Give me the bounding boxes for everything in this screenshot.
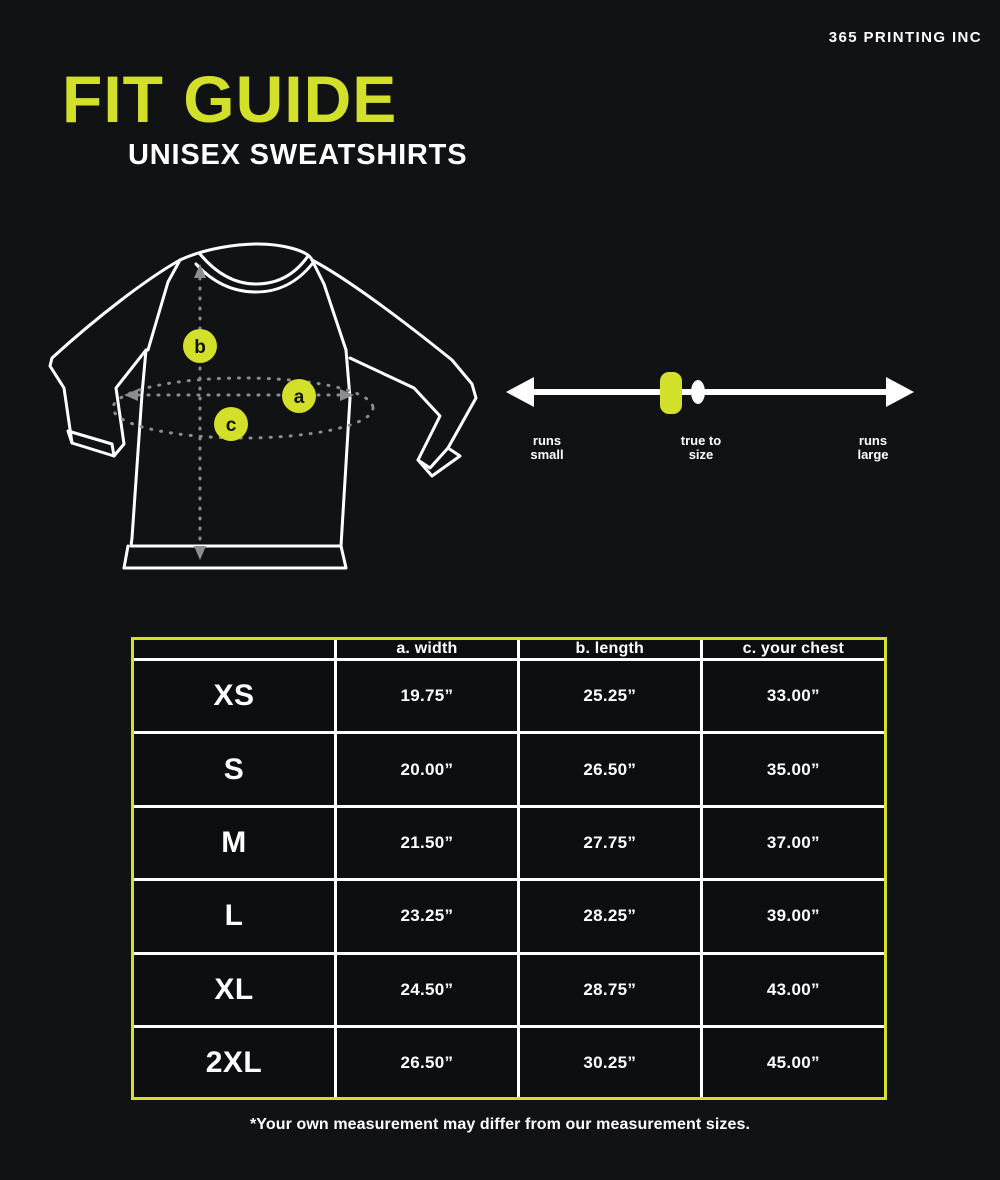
fit-indicator[interactable] [660, 372, 682, 414]
brand-name: 365 PRINTING INC [828, 29, 982, 46]
size-chart-table: a. width b. length c. your chest XS 19.7… [134, 640, 884, 1097]
column-header-chest: c. your chest [701, 640, 884, 661]
table-row: XS 19.75” 25.25” 33.00” [134, 659, 884, 735]
fit-scale: runs small true to size runs large [500, 362, 920, 472]
fit-scale-label-runs-large: runs large [857, 433, 889, 462]
column-header-width: a. width [335, 640, 520, 661]
length-measure-line [194, 264, 206, 560]
size-chart-table-wrapper: a. width b. length c. your chest XS 19.7… [131, 637, 887, 1100]
cell-width: 21.50” [335, 806, 520, 882]
table-row: 2XL 26.50” 30.25” 45.00” [134, 1026, 884, 1097]
cell-length: 27.75” [518, 806, 703, 882]
column-header-size [134, 640, 337, 661]
cell-width: 20.00” [335, 732, 520, 808]
cell-chest: 43.00” [701, 953, 884, 1029]
table-row: M 21.50” 27.75” 37.00” [134, 806, 884, 882]
fit-scale-label-true-to-size: true to size [680, 433, 722, 462]
marker-a-label: a [294, 387, 305, 408]
width-measure-line [124, 389, 354, 401]
page-subtitle: UNISEX SWEATSHIRTS [128, 139, 468, 171]
fit-scale-label-runs-small: runs small [530, 433, 564, 462]
cell-size: 2XL [134, 1026, 337, 1097]
true-to-size-marker [691, 380, 705, 404]
sweatshirt-diagram: b a c [48, 242, 478, 570]
cell-chest: 39.00” [701, 879, 884, 955]
cell-size: XL [134, 953, 337, 1029]
table-row: XL 24.50” 28.75” 43.00” [134, 953, 884, 1029]
marker-a: a [282, 379, 316, 413]
cell-width: 19.75” [335, 659, 520, 735]
cell-width: 23.25” [335, 879, 520, 955]
marker-c: c [214, 407, 248, 441]
table-row: S 20.00” 26.50” 35.00” [134, 732, 884, 808]
cell-chest: 37.00” [701, 806, 884, 882]
cell-length: 30.25” [518, 1026, 703, 1097]
table-header-row: a. width b. length c. your chest [134, 640, 884, 661]
column-header-length: b. length [518, 640, 703, 661]
cell-size: S [134, 732, 337, 808]
cell-width: 24.50” [335, 953, 520, 1029]
arrow-left-icon [506, 377, 534, 407]
cell-size: XS [134, 659, 337, 735]
marker-c-label: c [226, 415, 237, 436]
cell-chest: 35.00” [701, 732, 884, 808]
cell-chest: 33.00” [701, 659, 884, 735]
cell-length: 26.50” [518, 732, 703, 808]
page-title: FIT GUIDE [62, 62, 398, 136]
cell-size: L [134, 879, 337, 955]
arrow-right-icon [886, 377, 914, 407]
cell-chest: 45.00” [701, 1026, 884, 1097]
marker-b-label: b [194, 337, 206, 358]
cell-length: 28.25” [518, 879, 703, 955]
marker-b: b [183, 329, 217, 363]
cell-length: 25.25” [518, 659, 703, 735]
cell-size: M [134, 806, 337, 882]
measurement-disclaimer: *Your own measurement may differ from ou… [249, 1116, 751, 1133]
table-row: L 23.25” 28.25” 39.00” [134, 879, 884, 955]
cell-width: 26.50” [335, 1026, 520, 1097]
chest-measure-ellipse [111, 376, 375, 440]
sweatshirt-outline [48, 242, 478, 570]
cell-length: 28.75” [518, 953, 703, 1029]
fit-scale-axis [506, 372, 914, 414]
